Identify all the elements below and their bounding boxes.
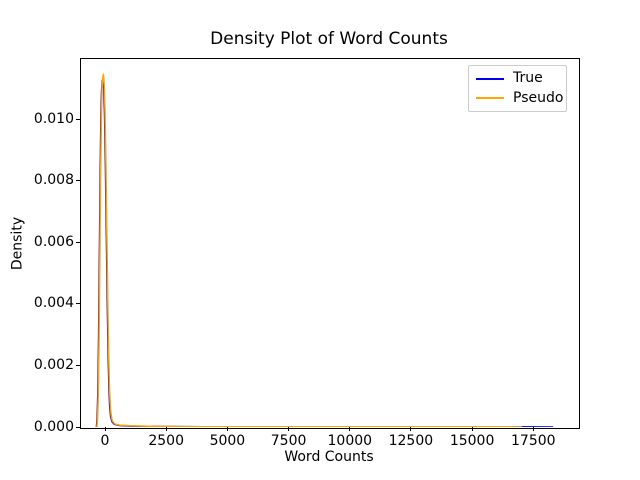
density-line-true xyxy=(95,78,554,427)
x-tick-label: 5000 xyxy=(209,433,246,449)
x-tick xyxy=(226,427,228,431)
plot-title: Density Plot of Word Counts xyxy=(210,29,448,49)
x-tick xyxy=(410,427,412,431)
plot-area xyxy=(80,58,580,429)
y-tick-label: 0.010 xyxy=(33,110,74,127)
x-tick xyxy=(288,427,290,431)
y-tick-label: 0.008 xyxy=(33,172,74,189)
x-tick-label: 10000 xyxy=(327,433,373,449)
legend-line-true xyxy=(476,77,504,80)
legend-entry-true: True xyxy=(476,69,559,89)
x-tick-label: 17500 xyxy=(511,433,556,449)
y-tick xyxy=(76,180,80,182)
x-tick-label: 2500 xyxy=(148,433,184,449)
y-tick-label: 0.002 xyxy=(33,356,74,373)
y-tick-label: 0.006 xyxy=(33,233,74,250)
x-tick-label: 7500 xyxy=(270,433,307,449)
y-tick xyxy=(76,118,80,120)
x-tick xyxy=(349,427,351,431)
legend-line-pseudo xyxy=(476,97,504,100)
x-tick xyxy=(165,427,167,431)
density-line-pseudo xyxy=(96,73,523,427)
legend-label-pseudo: Pseudo xyxy=(513,89,564,106)
x-tick-label: 12500 xyxy=(388,433,434,449)
x-axis-label: Word Counts xyxy=(284,449,374,465)
y-tick-label: 0.004 xyxy=(33,295,74,312)
x-tick-label: 0 xyxy=(100,433,110,449)
x-tick xyxy=(532,427,534,431)
legend-entry-pseudo: Pseudo xyxy=(476,89,563,109)
x-tick xyxy=(104,427,106,431)
y-tick xyxy=(76,364,80,366)
plot-canvas xyxy=(95,73,554,427)
y-tick xyxy=(76,426,80,428)
x-tick xyxy=(471,427,473,431)
legend-label-true: True xyxy=(513,70,543,87)
y-tick-label: 0.000 xyxy=(33,418,74,435)
y-tick xyxy=(76,303,80,305)
x-tick-label: 15000 xyxy=(449,433,495,449)
y-tick xyxy=(76,241,80,243)
legend: True Pseudo xyxy=(468,65,567,112)
